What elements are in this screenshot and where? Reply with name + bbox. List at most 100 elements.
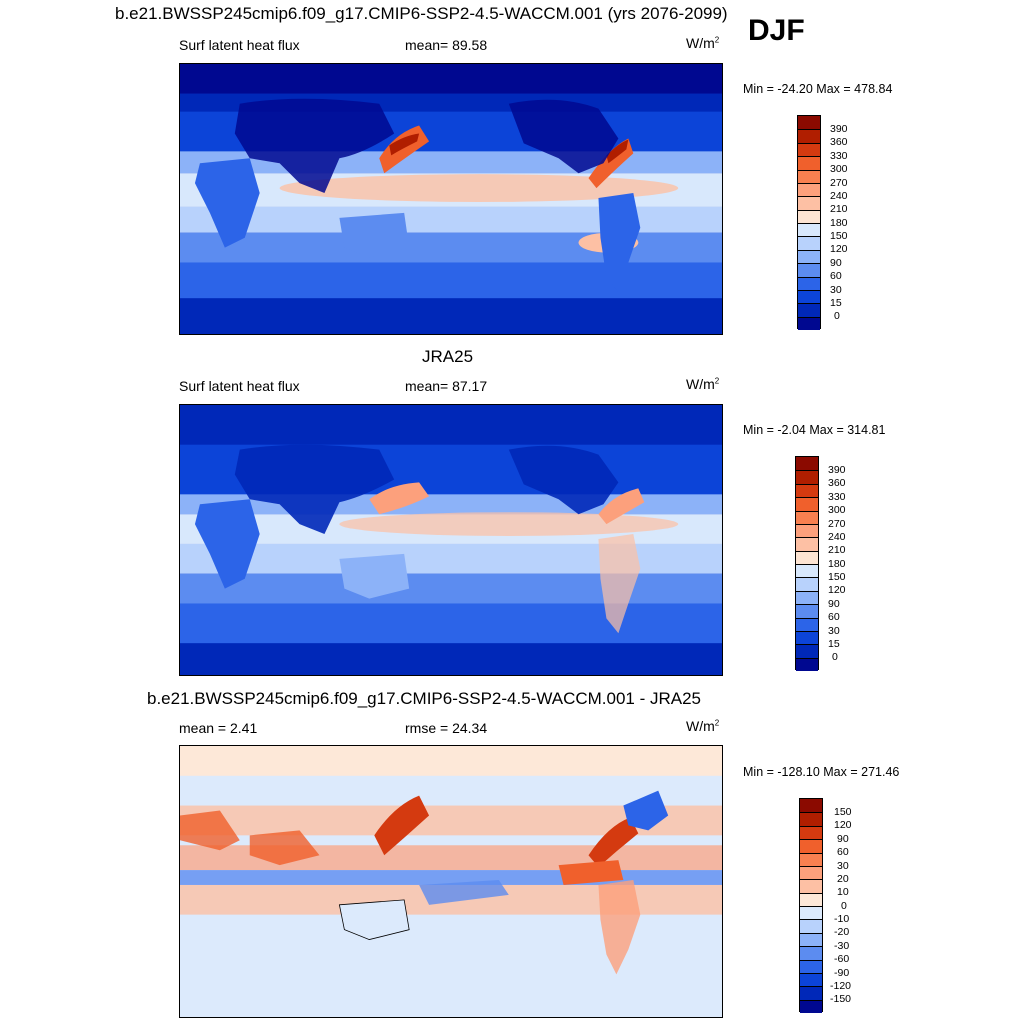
colorbar-swatch: [796, 644, 818, 659]
colorbar-obs: [795, 456, 819, 671]
colorbar-tick-label: -10: [834, 913, 850, 925]
colorbar-tick-label: 60: [837, 846, 849, 859]
colorbar-swatch: [796, 483, 818, 498]
map-obs: [179, 404, 723, 676]
colorbar-diff: [799, 798, 823, 1013]
colorbar-tick-label: 90: [828, 597, 840, 610]
colorbar-swatch: [796, 550, 818, 565]
mean-label-obs: mean= 87.17: [405, 378, 488, 394]
panel-title-obs: JRA25: [422, 347, 474, 366]
colorbar-tick-label: 0: [832, 651, 838, 664]
variable-label-model: Surf latent heat flux: [179, 37, 300, 53]
colorbar-tick-label: 15: [830, 296, 842, 309]
colorbar-swatch: [796, 470, 818, 485]
colorbar-tick-label: -150: [830, 993, 852, 1006]
colorbar-tick-label: 360: [830, 136, 848, 149]
units-label-model: W/m2: [686, 35, 720, 51]
colorbar-tick-label: 30: [828, 624, 840, 637]
colorbar-swatch: [798, 196, 820, 211]
colorbar-swatch: [798, 223, 820, 237]
colorbar-swatch: [796, 604, 818, 619]
colorbar-swatch: [800, 852, 822, 867]
colorbar-tick-label: 10: [837, 886, 849, 899]
units-label-obs: W/m2: [686, 376, 720, 392]
colorbar-tick-label: 0: [834, 310, 840, 323]
colorbar-tick-label: 270: [830, 176, 848, 189]
colorbar-swatch: [798, 236, 820, 251]
colorbar-swatch: [798, 182, 820, 197]
colorbar-tick-label: 150: [830, 230, 848, 242]
colorbar-swatch: [800, 919, 822, 934]
colorbar-swatch: [798, 129, 820, 144]
colorbar-swatch: [800, 932, 822, 947]
colorbar-swatch: [800, 986, 822, 1001]
colorbar-tick-label: 20: [837, 872, 849, 885]
colorbar-tick-label: 30: [830, 283, 842, 296]
colorbar-tick-label: 360: [828, 477, 846, 490]
colorbar-swatch: [800, 972, 822, 987]
colorbar-swatch: [800, 812, 822, 827]
mean-label-diff: mean = 2.41: [179, 720, 258, 736]
colorbar-tick-label: 15: [828, 637, 840, 650]
colorbar-swatch: [800, 999, 822, 1013]
season-label: DJF: [748, 14, 805, 47]
colorbar-tick-label: 150: [834, 806, 852, 818]
colorbar-swatch: [800, 825, 822, 840]
colorbar-tick-label: -30: [834, 939, 850, 952]
colorbar-swatch: [798, 249, 820, 264]
colorbar-swatch: [796, 617, 818, 632]
units-label-diff: W/m2: [686, 718, 720, 734]
colorbar-swatch: [798, 156, 820, 171]
colorbar-tick-label: 0: [841, 899, 847, 912]
colorbar-tick-label: -90: [834, 966, 850, 979]
colorbar-swatch: [798, 209, 820, 224]
colorbar-tick-label: 300: [828, 504, 846, 517]
variable-label-obs: Surf latent heat flux: [179, 378, 300, 394]
colorbar-swatch: [798, 116, 820, 130]
colorbar-swatch: [798, 263, 820, 278]
colorbar-tick-label: 150: [828, 571, 846, 583]
colorbar-model: [797, 115, 821, 330]
colorbar-tick-label: 180: [828, 557, 846, 570]
colorbar-swatch: [798, 316, 820, 330]
colorbar-tick-label: 90: [830, 256, 842, 269]
colorbar-swatch: [796, 497, 818, 512]
colorbar-swatch: [800, 879, 822, 894]
colorbar-tick-label: 300: [830, 163, 848, 176]
colorbar-swatch: [796, 457, 818, 471]
colorbar-swatch: [796, 590, 818, 605]
colorbar-tick-label: 240: [830, 189, 848, 202]
colorbar-swatch: [800, 892, 822, 907]
panel-title-model: b.e21.BWSSP245cmip6.f09_g17.CMIP6-SSP2-4…: [115, 4, 728, 23]
mean-label-model: mean= 89.58: [405, 37, 488, 53]
colorbar-tick-label: 60: [828, 611, 840, 624]
colorbar-tick-label: 30: [837, 859, 849, 872]
colorbar-swatch: [798, 142, 820, 157]
colorbar-tick-label: 120: [830, 243, 848, 256]
colorbar-swatch: [800, 959, 822, 974]
colorbar-swatch: [796, 510, 818, 525]
colorbar-tick-label: 180: [830, 216, 848, 229]
colorbar-tick-label: 240: [828, 530, 846, 543]
colorbar-swatch: [798, 289, 820, 304]
map-model: [179, 63, 723, 335]
colorbar-swatch: [796, 564, 818, 578]
minmax-label-model: Min = -24.20 Max = 478.84: [743, 82, 893, 96]
map-diff: [179, 745, 723, 1018]
colorbar-tick-label: 270: [828, 517, 846, 530]
colorbar-tick-label: 390: [830, 123, 848, 135]
colorbar-swatch: [800, 946, 822, 961]
colorbar-tick-label: 210: [830, 203, 848, 216]
minmax-label-obs: Min = -2.04 Max = 314.81: [743, 423, 886, 437]
rmse-label-diff: rmse = 24.34: [405, 720, 488, 736]
minmax-label-diff: Min = -128.10 Max = 271.46: [743, 765, 900, 779]
colorbar-swatch: [796, 630, 818, 645]
colorbar-tick-label: 330: [828, 490, 846, 503]
colorbar-swatch: [800, 839, 822, 854]
colorbar-tick-label: 390: [828, 464, 846, 476]
colorbar-swatch: [796, 577, 818, 592]
colorbar-swatch: [796, 523, 818, 538]
colorbar-tick-label: 330: [830, 149, 848, 162]
colorbar-swatch: [798, 276, 820, 291]
colorbar-swatch: [800, 799, 822, 813]
